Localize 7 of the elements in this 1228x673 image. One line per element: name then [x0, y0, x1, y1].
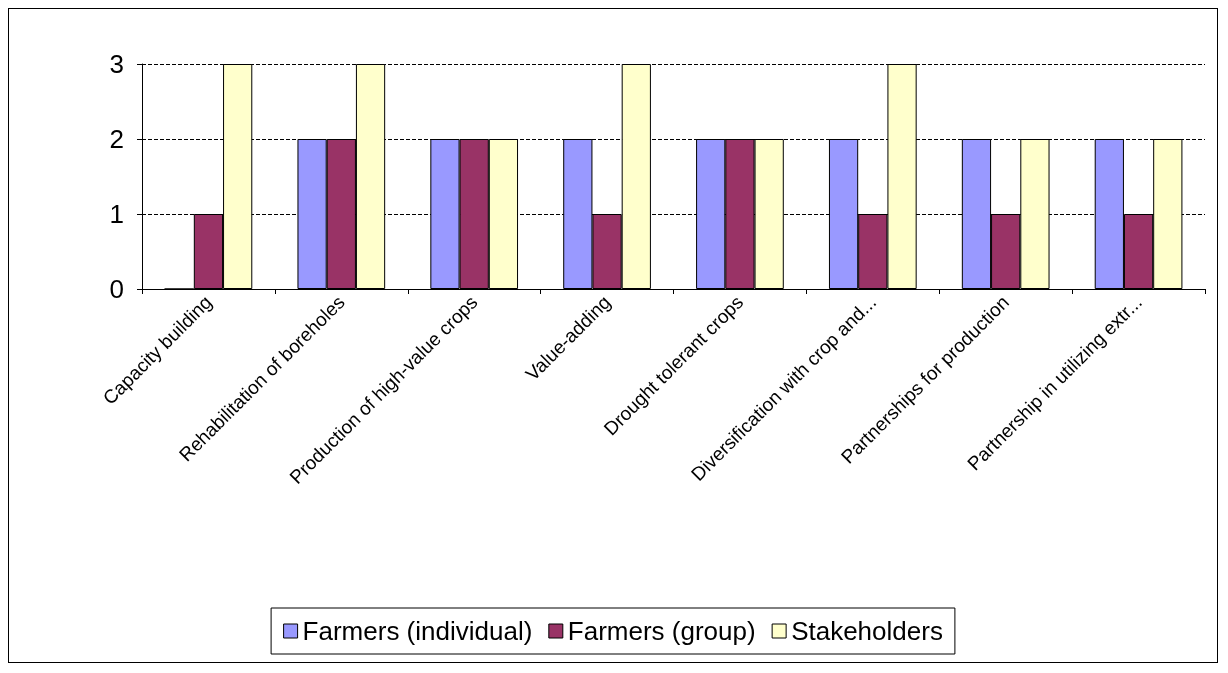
y-tick-label: 2 — [109, 124, 124, 154]
y-tick-label: 3 — [109, 49, 124, 79]
legend-label: Farmers (individual) — [302, 616, 533, 646]
y-tick-label: 0 — [109, 274, 124, 304]
y-tick-label: 1 — [109, 199, 124, 229]
legend-label: Farmers (group) — [567, 616, 756, 646]
legend-label: Stakeholders — [791, 616, 943, 646]
